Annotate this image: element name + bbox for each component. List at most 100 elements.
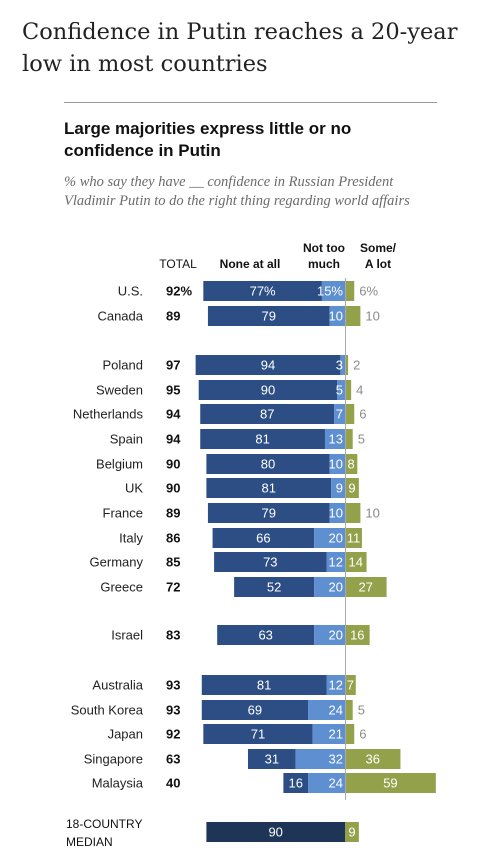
total-value: 83 <box>166 628 180 643</box>
value-not-too-much: 20 <box>329 580 343 595</box>
value-not-too-much: 12 <box>329 678 343 693</box>
bar-none-at-all <box>207 306 330 326</box>
total-value: 93 <box>166 678 180 693</box>
value-some-a-lot: 10 <box>365 309 379 324</box>
row-italy: Italy 86 66 20 11 <box>119 528 362 548</box>
bar-some-a-lot <box>345 577 387 597</box>
bar-median-none-at-all <box>206 822 345 842</box>
value-not-too-much: 13 <box>329 432 343 447</box>
bar-some-a-lot <box>345 478 359 498</box>
country-label: Sweden <box>96 383 143 398</box>
bar-not-too-much <box>314 625 345 645</box>
row-greece: Greece 72 52 20 27 <box>100 577 387 597</box>
value-some-a-lot: 6 <box>359 727 366 742</box>
country-label: South Korea <box>71 703 144 718</box>
country-label: Spain <box>110 432 143 447</box>
total-value: 90 <box>166 457 180 472</box>
row-sweden: Sweden 95 90 5 4 <box>96 380 363 400</box>
bar-none-at-all <box>198 380 338 400</box>
bar-not-too-much <box>331 478 345 498</box>
value-none-at-all: 69 <box>248 703 262 718</box>
value-none-at-all: 81 <box>262 481 276 496</box>
value-not-too-much: 15% <box>317 284 343 299</box>
value-none-at-all: 16 <box>288 776 302 791</box>
bar-some-a-lot <box>345 404 355 424</box>
row-netherlands: Netherlands 94 87 7 6 <box>73 404 366 424</box>
median-label-line2: MEDIAN <box>66 835 113 849</box>
value-some-a-lot: 2 <box>353 358 360 373</box>
bar-not-too-much <box>324 429 345 449</box>
bar-not-too-much <box>337 380 345 400</box>
value-none-at-all: 81 <box>257 678 271 693</box>
median-label-line1: 18-COUNTRY <box>66 817 142 831</box>
value-none-at-all: 31 <box>265 752 279 767</box>
header-not-too-much-line1: Not too <box>303 241 345 255</box>
bar-none-at-all <box>212 528 315 548</box>
bar-some-a-lot <box>345 380 352 400</box>
row-belgium: Belgium 90 80 10 8 <box>96 454 358 474</box>
value-none-at-all: 63 <box>258 628 272 643</box>
value-median-some-a-lot: 9 <box>348 825 355 840</box>
bar-none-at-all <box>200 404 335 424</box>
bar-some-a-lot <box>345 724 355 744</box>
country-label: Japan <box>108 727 143 742</box>
row-japan: Japan 92 71 21 6 <box>108 724 366 744</box>
total-value: 92 <box>166 727 180 742</box>
bar-none-at-all <box>283 773 309 793</box>
bar-not-too-much <box>321 281 345 301</box>
row-poland: Poland 97 94 3 2 <box>103 355 360 375</box>
chart-subtitle: % who say they have __ confidence in Rus… <box>64 174 410 209</box>
headline: Confidence in Putin reaches a 20-year lo… <box>22 19 458 77</box>
bar-not-too-much <box>329 503 345 523</box>
bar-not-too-much <box>334 404 345 424</box>
header-not-too-much-line2: much <box>308 257 340 271</box>
value-not-too-much: 10 <box>329 457 343 472</box>
value-not-too-much: 9 <box>336 481 343 496</box>
value-not-too-much: 12 <box>329 555 343 570</box>
bar-none-at-all <box>217 625 315 645</box>
value-not-too-much: 24 <box>329 703 343 718</box>
total-value: 85 <box>166 555 180 570</box>
bar-none-at-all <box>234 577 315 597</box>
total-value: 89 <box>166 309 180 324</box>
country-label: Belgium <box>96 457 143 472</box>
bar-not-too-much <box>329 306 345 326</box>
total-value: 63 <box>166 752 180 767</box>
row-israel: Israel 83 63 20 16 <box>111 625 370 645</box>
bar-some-a-lot <box>345 281 355 301</box>
bar-some-a-lot <box>345 503 361 523</box>
value-none-at-all: 90 <box>261 383 275 398</box>
total-value: 40 <box>166 776 180 791</box>
country-label: Israel <box>111 628 143 643</box>
bar-not-too-much <box>314 528 345 548</box>
country-label: Australia <box>92 678 143 693</box>
bar-some-a-lot <box>345 625 370 645</box>
value-some-a-lot: 16 <box>350 628 364 643</box>
bar-none-at-all <box>214 552 327 572</box>
row-uk: UK 90 81 9 9 <box>125 478 359 498</box>
total-value: 97 <box>166 358 180 373</box>
bar-none-at-all <box>200 429 325 449</box>
value-none-at-all: 80 <box>261 457 275 472</box>
value-some-a-lot: 36 <box>365 752 379 767</box>
bar-none-at-all <box>206 478 332 498</box>
value-none-at-all: 77% <box>250 284 276 299</box>
value-not-too-much: 3 <box>336 358 343 373</box>
country-label: Germany <box>90 555 144 570</box>
value-not-too-much: 10 <box>329 506 343 521</box>
value-some-a-lot: 27 <box>359 580 373 595</box>
header-none-at-all: None at all <box>220 257 281 271</box>
bar-some-a-lot <box>345 552 367 572</box>
bar-some-a-lot <box>345 773 436 793</box>
row-germany: Germany 85 73 12 14 <box>90 552 367 572</box>
total-value: 92% <box>166 284 192 299</box>
country-label: Canada <box>97 309 143 324</box>
value-none-at-all: 79 <box>262 309 276 324</box>
total-value: 72 <box>166 580 180 595</box>
value-none-at-all: 71 <box>251 727 265 742</box>
total-value: 89 <box>166 506 180 521</box>
total-value: 94 <box>166 407 181 422</box>
row-singapore: Singapore 63 31 32 36 <box>84 749 401 769</box>
